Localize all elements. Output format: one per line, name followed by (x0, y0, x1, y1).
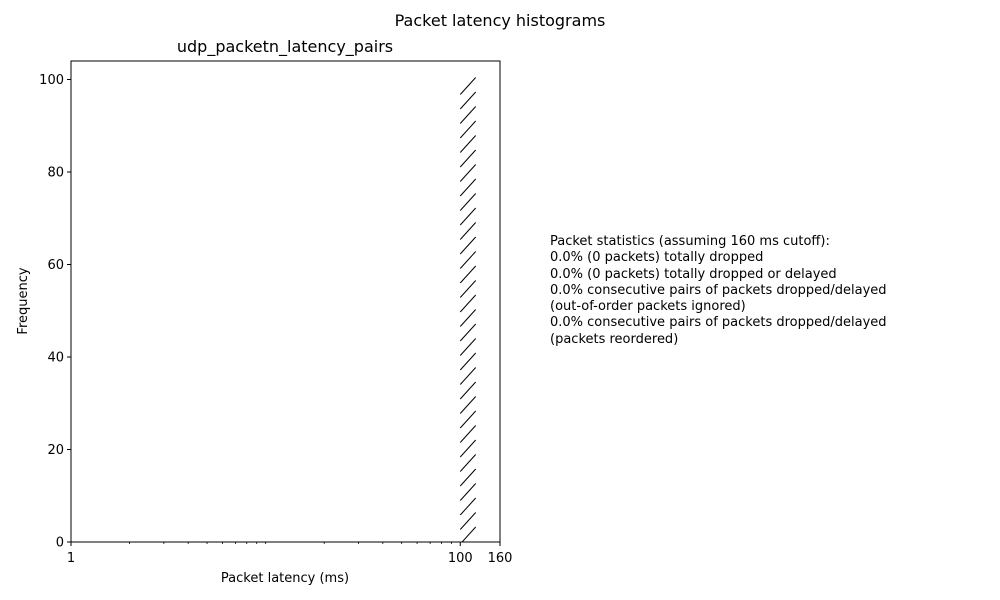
y-tick-label: 20 (47, 443, 64, 458)
x-axis-label: Packet latency (ms) (221, 571, 349, 586)
hatch-line (459, 251, 477, 269)
hatch-line (459, 497, 477, 516)
stats-line: Packet statistics (assuming 160 ms cutof… (550, 234, 830, 249)
hatch-line (459, 149, 477, 168)
y-tick-label: 80 (47, 166, 64, 181)
hatch-line (459, 178, 477, 197)
stats-line: (packets reordered) (550, 331, 679, 347)
hatch-line (459, 265, 477, 284)
y-tick-label: 0 (56, 536, 64, 551)
x-tick-label: 1 (67, 551, 75, 566)
y-axis-ticks: 0 20 40 60 80 100 (39, 73, 71, 551)
hatch-line (459, 425, 477, 443)
hatch-line (459, 236, 477, 255)
histogram-bar (459, 77, 477, 542)
hatch-line (459, 309, 477, 327)
hatch-line (459, 410, 477, 429)
hatch-line (459, 338, 477, 356)
hatch-line (459, 323, 477, 342)
hatch-line (459, 193, 477, 211)
hatch-line (459, 135, 477, 153)
plot-frame (70, 60, 501, 543)
hatch-line (459, 280, 477, 298)
x-tick-label: 160 (488, 551, 513, 566)
hatch-line (459, 468, 477, 487)
y-tick-label: 100 (39, 73, 64, 88)
hatch-line (459, 77, 477, 95)
hatch-line (459, 396, 477, 414)
hatch-line (459, 120, 477, 139)
hatch-line (459, 106, 477, 124)
y-axis-label: Frequency (16, 267, 31, 334)
hatch-line (459, 483, 477, 501)
hatch-line (459, 512, 477, 530)
y-tick-label: 40 (47, 351, 64, 366)
packet-statistics: Packet statistics (assuming 160 ms cutof… (550, 234, 970, 348)
stats-line: 0.0% (0 packets) totally dropped or dela… (550, 266, 837, 282)
hatch-line (461, 526, 477, 542)
y-tick-label: 60 (47, 258, 64, 273)
hatch-line (459, 294, 477, 313)
x-tick-label: 100 (448, 551, 473, 566)
hatch-line (459, 164, 477, 182)
plot-area (459, 77, 477, 542)
stats-line: 0.0% (0 packets) totally dropped (550, 250, 764, 266)
x-axis-ticks: 1 100 160 (67, 542, 513, 566)
hatch-line (459, 439, 477, 458)
hatch-line (459, 207, 477, 226)
chart-title: udp_packetn_latency_pairs (177, 37, 393, 57)
stats-line: 0.0% consecutive pairs of packets droppe… (550, 315, 887, 331)
stats-line: (out-of-order packets ignored) (550, 299, 746, 315)
hatch-line (459, 367, 477, 385)
hatch-line (459, 352, 477, 371)
hatch-line (459, 91, 477, 110)
stats-line: 0.0% consecutive pairs of packets droppe… (550, 282, 887, 298)
hatch-line (459, 454, 477, 472)
figure-title: Packet latency histograms (395, 11, 606, 30)
hatch-line (459, 222, 477, 240)
hatch-line (459, 381, 477, 400)
